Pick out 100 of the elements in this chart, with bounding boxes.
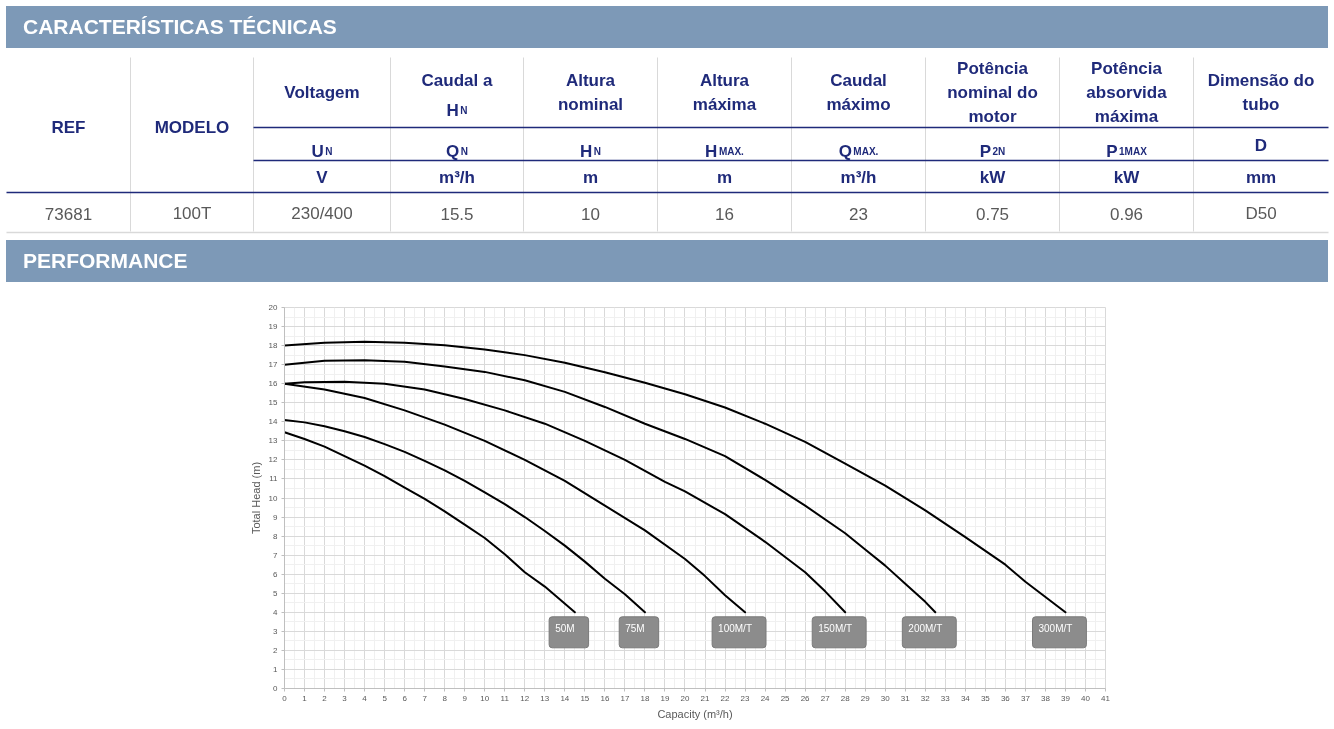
y-tick-label: 15 bbox=[268, 398, 279, 408]
series-label: 200M/T bbox=[908, 622, 943, 634]
x-tick-label: 5 bbox=[382, 693, 388, 703]
text: V bbox=[316, 168, 329, 187]
x-tick-label: 12 bbox=[520, 693, 530, 703]
text: HMAX. bbox=[705, 142, 745, 162]
text: 0.75 bbox=[975, 204, 1010, 224]
x-tick-label: 30 bbox=[880, 693, 891, 703]
text: Altura máxima bbox=[692, 71, 757, 114]
x-tick-label: 22 bbox=[720, 693, 731, 703]
y-tick-label: 8 bbox=[273, 531, 279, 541]
x-tick-label: 9 bbox=[462, 693, 468, 703]
text: P1MAX bbox=[1106, 142, 1148, 162]
x-tick-label: 0 bbox=[282, 693, 288, 703]
text: PERFORMANCE bbox=[23, 248, 188, 274]
text: D bbox=[1254, 136, 1268, 155]
x-tick-label: 23 bbox=[740, 693, 751, 703]
y-tick-label: 13 bbox=[268, 436, 279, 446]
x-tick-label: 36 bbox=[1000, 693, 1011, 703]
text: REF bbox=[51, 118, 86, 137]
x-tick-label: 6 bbox=[402, 693, 408, 703]
x-tick-label: 21 bbox=[700, 693, 711, 703]
x-tick-label: 26 bbox=[800, 693, 811, 703]
x-tick-label: 28 bbox=[840, 693, 851, 703]
text: 230/400 bbox=[291, 204, 353, 223]
x-tick-label: 37 bbox=[1020, 693, 1031, 703]
line-series bbox=[284, 359, 937, 614]
text: 10 bbox=[581, 204, 600, 224]
x-tick-label: 40 bbox=[1081, 693, 1091, 703]
text: Caudal máximo bbox=[826, 71, 891, 114]
x-tick-label: 34 bbox=[960, 693, 971, 703]
x-tick-label: 8 bbox=[442, 693, 448, 703]
text: HN bbox=[580, 142, 602, 162]
text: Potência nominal do motor bbox=[947, 59, 1038, 126]
y-tick-label: 1 bbox=[273, 664, 279, 674]
text: CARACTERÍSTICAS TÉCNICAS bbox=[23, 14, 337, 40]
x-tick-label: 7 bbox=[422, 693, 428, 703]
y-tick-label: 12 bbox=[268, 455, 279, 465]
text: UN bbox=[311, 142, 333, 162]
text: Potência absorvida máxima bbox=[1086, 59, 1168, 126]
series-label: 100M/T bbox=[718, 622, 753, 634]
x-tick-label: 11 bbox=[500, 693, 510, 703]
y-tick-label: 18 bbox=[268, 341, 279, 351]
x-tick-label: 13 bbox=[540, 693, 550, 703]
x-tick-label: 35 bbox=[980, 693, 991, 703]
line-series bbox=[284, 340, 1067, 614]
x-tick-label: 27 bbox=[820, 693, 831, 703]
x-tick-label: 24 bbox=[760, 693, 771, 703]
x-tick-label: 29 bbox=[860, 693, 871, 703]
series-label: 50M bbox=[555, 622, 575, 634]
y-tick-label: 5 bbox=[273, 588, 279, 598]
text: m bbox=[582, 168, 599, 187]
x-tick-label: 32 bbox=[920, 693, 931, 703]
text: 15.5 bbox=[440, 204, 474, 224]
x-tick-label: 19 bbox=[660, 693, 670, 703]
series-label: 150M/T bbox=[818, 622, 853, 634]
y-tick-label: 4 bbox=[273, 607, 279, 617]
text: QN bbox=[446, 142, 468, 162]
x-tick-label: 1 bbox=[302, 693, 308, 703]
text: QMAX. bbox=[838, 142, 879, 162]
y-tick-label: 17 bbox=[268, 360, 279, 370]
y-tick-label: 7 bbox=[273, 550, 279, 560]
text: D50 bbox=[1245, 204, 1277, 223]
y-axis-title: Total Head (m) bbox=[249, 461, 262, 535]
x-tick-label: 14 bbox=[560, 693, 570, 703]
text: m³/h bbox=[439, 168, 475, 187]
text: 100T bbox=[172, 204, 212, 223]
y-tick-label: 9 bbox=[273, 512, 279, 522]
y-tick-label: 0 bbox=[273, 684, 279, 693]
x-axis-title: Capacity (m³/h) bbox=[657, 707, 733, 720]
text: MODELO bbox=[154, 118, 230, 137]
text: m bbox=[716, 168, 733, 187]
line-series bbox=[284, 431, 576, 614]
series-label: 300M/T bbox=[1038, 622, 1073, 634]
x-tick-label: 25 bbox=[780, 693, 791, 703]
y-tick-label: 6 bbox=[273, 569, 279, 579]
text: 73681 bbox=[44, 204, 93, 224]
y-tick-label: 2 bbox=[273, 645, 279, 655]
y-tick-label: 19 bbox=[268, 322, 279, 332]
x-tick-label: 39 bbox=[1061, 693, 1071, 703]
x-tick-label: 31 bbox=[900, 693, 911, 703]
text: kW bbox=[1113, 168, 1141, 187]
x-tick-label: 17 bbox=[620, 693, 630, 703]
x-tick-label: 2 bbox=[322, 693, 328, 703]
x-tick-label: 4 bbox=[362, 693, 368, 703]
text: mm bbox=[1245, 168, 1277, 187]
line-series bbox=[284, 418, 646, 614]
y-tick-label: 16 bbox=[268, 379, 279, 389]
x-tick-label: 33 bbox=[940, 693, 951, 703]
x-tick-label: 20 bbox=[680, 693, 690, 703]
text: P2N bbox=[979, 142, 1006, 162]
y-tick-label: 3 bbox=[273, 626, 279, 636]
x-tick-label: 15 bbox=[580, 693, 590, 703]
text: Voltagem bbox=[284, 83, 360, 102]
y-tick-label: 10 bbox=[268, 493, 279, 503]
text: 16 bbox=[715, 204, 734, 224]
x-tick-label: 38 bbox=[1040, 693, 1051, 703]
x-tick-label: 3 bbox=[342, 693, 348, 703]
text: 0.96 bbox=[1109, 204, 1144, 224]
text: Caudal a HN bbox=[421, 71, 493, 121]
